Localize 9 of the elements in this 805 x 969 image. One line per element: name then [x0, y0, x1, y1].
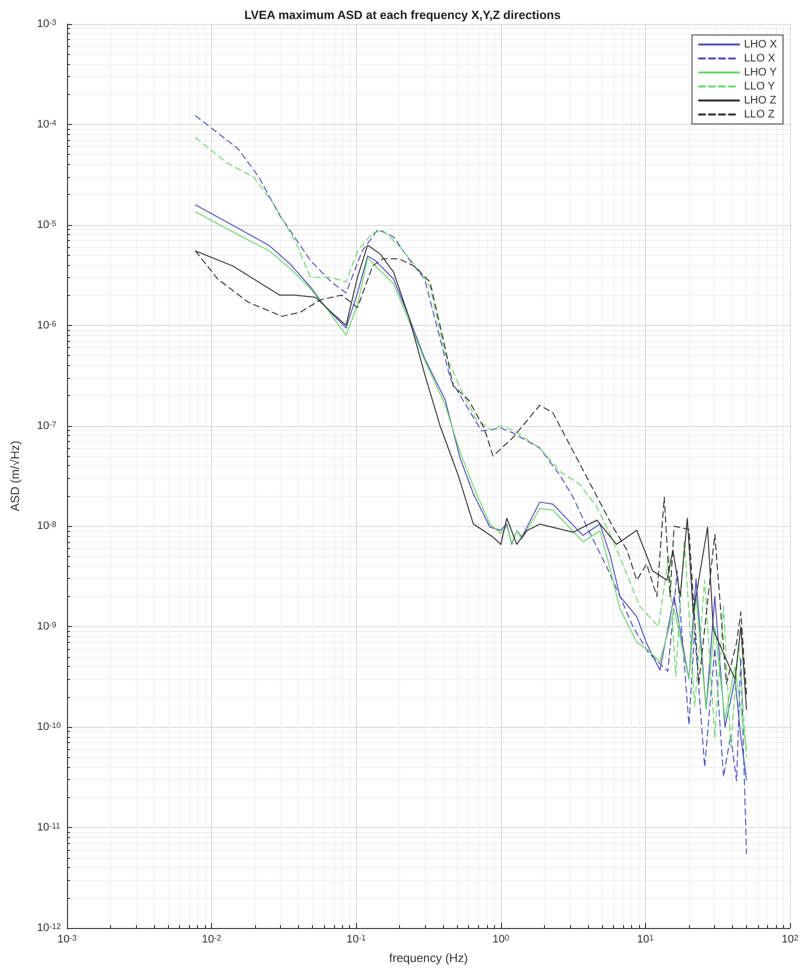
chart-title: LVEA maximum ASD at each frequency X,Y,Z directions — [244, 8, 561, 22]
x-axis-title: frequency (Hz) — [389, 951, 468, 965]
y-axis-title: ASD (m/√Hz) — [8, 440, 22, 512]
legend-label: LLO Y — [744, 80, 776, 92]
legend-label: LLO Z — [744, 108, 775, 120]
legend-label: LHO X — [744, 38, 778, 50]
legend-label: LLO X — [744, 52, 776, 64]
legend-label: LHO Z — [744, 94, 777, 106]
legend-label: LHO Y — [744, 66, 778, 78]
